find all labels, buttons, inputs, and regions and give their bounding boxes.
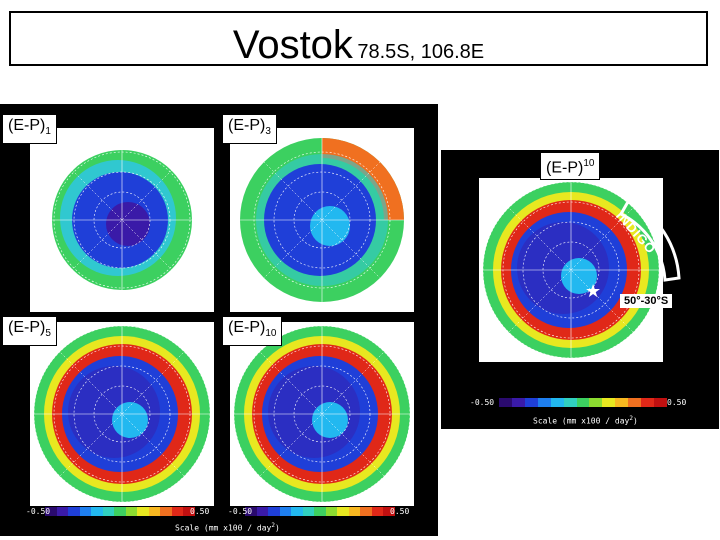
page-title: Vostok 78.5S, 106.8E — [11, 23, 706, 68]
label-ep10: (E-P)10 — [222, 316, 283, 347]
colorbar-swatch — [137, 507, 149, 516]
colorbar-swatch — [148, 507, 161, 516]
scale-caption-indigo: Scale (mm x100 / day2) — [533, 415, 638, 426]
colorbar-swatch — [256, 507, 269, 516]
colorbar-swatch — [160, 507, 172, 516]
colorbar-swatch — [576, 398, 590, 407]
left-figure-panel: -0.50 0.50 -0.50 0.50 Scale (mm x100 / d… — [0, 104, 438, 536]
colorbar-swatch — [279, 507, 292, 516]
label-ep3: (E-P)3 — [222, 114, 277, 145]
scale-min-indigo: -0.50 — [470, 398, 495, 407]
colorbar-swatch — [371, 507, 384, 516]
colorbar-swatch — [245, 507, 257, 516]
vostok-star-icon: ★ — [585, 281, 602, 301]
map-ep10-indigo — [479, 178, 681, 386]
right-figure-panel: -0.50 0.50 Scale (mm x100 / day2) — [441, 150, 719, 429]
colorbar-right — [245, 507, 395, 516]
colorbar-swatch — [348, 507, 361, 516]
colorbar-swatch — [45, 507, 57, 516]
colorbar-swatch — [171, 507, 184, 516]
scale-min-right: -0.50 — [228, 507, 253, 516]
colorbar-swatch — [291, 507, 303, 516]
colorbar-swatch — [602, 398, 616, 407]
colorbar-swatch — [56, 507, 69, 516]
colorbar-swatch — [511, 398, 525, 407]
colorbar-swatch — [383, 507, 395, 516]
colorbar-swatch — [499, 398, 512, 407]
scale-max-indigo: 0.50 — [667, 398, 687, 407]
colorbar-swatch — [563, 398, 577, 407]
latitude-band-label: 50°-30°S — [620, 294, 673, 308]
colorbar-swatch — [314, 507, 326, 516]
colorbar-swatch — [325, 507, 338, 516]
scale-min-left: -0.50 — [26, 507, 51, 516]
map-ep1 — [30, 128, 214, 312]
map-ep3 — [230, 128, 414, 312]
colorbar-swatch — [79, 507, 92, 516]
scale-max-left: 0.50 — [190, 507, 210, 516]
colorbar-swatch — [91, 507, 103, 516]
colorbar-swatch — [641, 398, 655, 407]
colorbar-swatch — [302, 507, 315, 516]
colorbar-left — [45, 507, 195, 516]
title-box: Vostok 78.5S, 106.8E — [9, 11, 708, 68]
colorbar-swatch — [68, 507, 80, 516]
scale-max-right: 0.50 — [390, 507, 410, 516]
map-ep10 — [230, 322, 414, 506]
colorbar-swatch — [114, 507, 126, 516]
colorbar-swatch — [537, 398, 551, 407]
colorbar-swatch — [615, 398, 629, 407]
label-ep5: (E-P)5 — [2, 316, 57, 347]
indigo-region-outline — [618, 197, 681, 282]
colorbar-swatch — [589, 398, 603, 407]
colorbar-indigo — [499, 398, 667, 407]
colorbar-swatch — [360, 507, 372, 516]
colorbar-swatch — [524, 398, 538, 407]
colorbar-swatch — [628, 398, 642, 407]
label-ep1: (E-P)1 — [2, 114, 57, 145]
colorbar-swatch — [654, 398, 667, 407]
colorbar-swatch — [125, 507, 138, 516]
colorbar-swatch — [337, 507, 349, 516]
colorbar-swatch — [268, 507, 280, 516]
colorbar-swatch — [183, 507, 195, 516]
colorbar-swatch — [550, 398, 564, 407]
scale-caption-left: Scale (mm x100 / day2) — [175, 522, 280, 533]
map-ep5 — [30, 322, 214, 506]
title-station: Vostok — [232, 23, 353, 67]
label-ep10-indigo: (E-P)10 — [540, 152, 601, 181]
colorbar-swatch — [102, 507, 115, 516]
title-coords: 78.5S, 106.8E — [357, 41, 485, 63]
